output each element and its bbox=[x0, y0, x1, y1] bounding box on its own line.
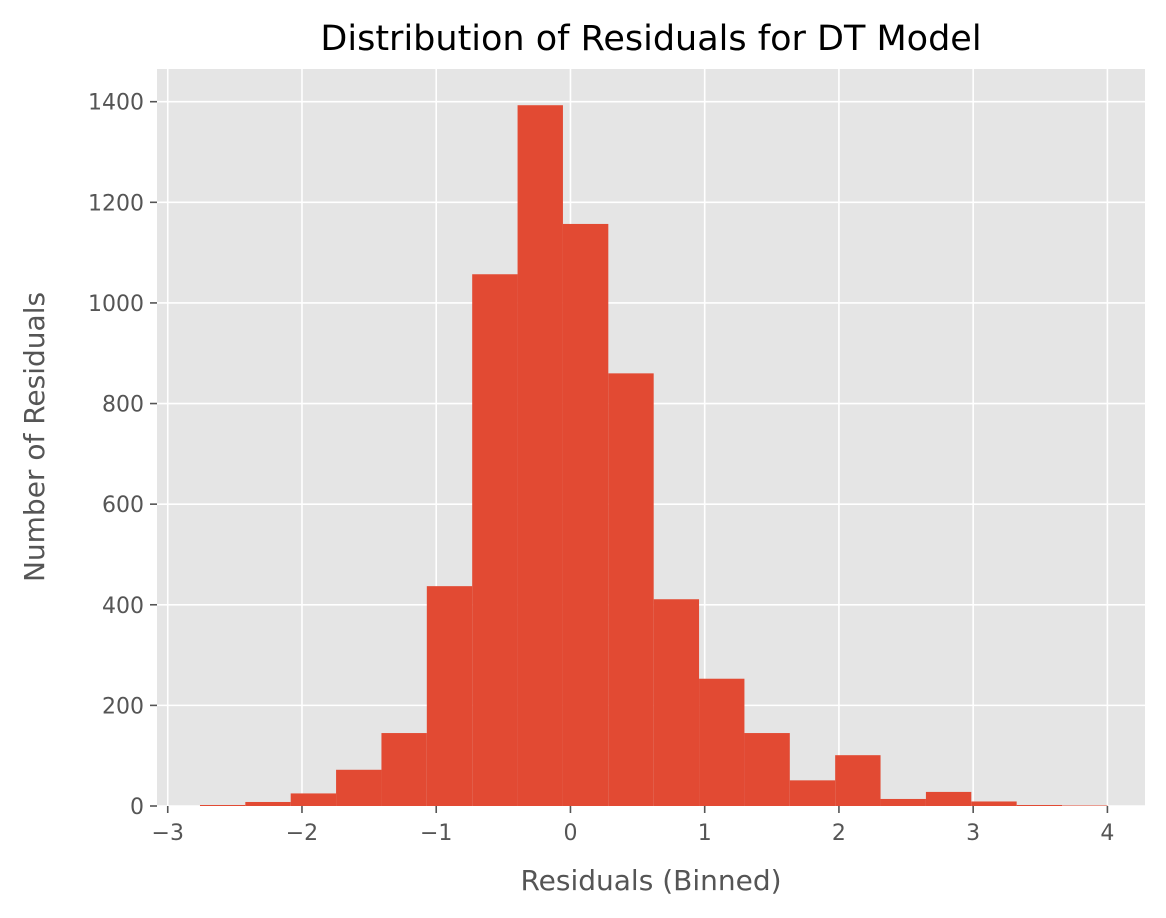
x-tick-label: 4 bbox=[1100, 821, 1114, 846]
y-tick-label: 600 bbox=[102, 493, 144, 518]
y-tick-label: 1400 bbox=[88, 91, 144, 116]
histogram-bars bbox=[199, 105, 1108, 807]
histogram-bar bbox=[517, 105, 563, 806]
histogram-bar bbox=[336, 769, 382, 806]
y-axis-ticks: 0 200 400 600 800 1000 1200 1400 bbox=[88, 91, 157, 820]
x-tick-label: 2 bbox=[832, 821, 846, 846]
y-tick-label: 800 bbox=[102, 393, 144, 418]
x-tick-label: −1 bbox=[420, 821, 452, 846]
histogram-bar bbox=[699, 678, 745, 806]
histogram-bar bbox=[426, 586, 473, 806]
x-tick-label: 1 bbox=[698, 821, 712, 846]
histogram-bar bbox=[653, 599, 700, 806]
histogram-bar bbox=[744, 733, 790, 806]
x-axis-label: Residuals (Binned) bbox=[520, 864, 781, 897]
histogram-bar bbox=[199, 804, 246, 806]
histogram-bar bbox=[245, 801, 291, 806]
x-tick-label: 0 bbox=[563, 821, 577, 846]
x-tick-label: −2 bbox=[286, 821, 318, 846]
histogram-bar bbox=[608, 373, 654, 806]
y-tick-label: 0 bbox=[130, 795, 144, 820]
y-tick-label: 200 bbox=[102, 694, 144, 719]
histogram-bar bbox=[381, 733, 427, 806]
histogram-bar bbox=[880, 798, 926, 806]
histogram-bar bbox=[925, 791, 972, 806]
x-tick-label: 3 bbox=[966, 821, 980, 846]
histogram-bar bbox=[789, 780, 836, 806]
histogram-bar bbox=[290, 793, 337, 806]
histogram-bar bbox=[562, 223, 609, 807]
x-tick-label: −3 bbox=[152, 821, 184, 846]
x-axis-ticks: −3 −2 −1 0 1 2 3 4 bbox=[152, 806, 1114, 846]
histogram-bar bbox=[835, 755, 881, 806]
y-axis-label: Number of Residuals bbox=[18, 292, 51, 582]
y-tick-label: 1000 bbox=[88, 292, 144, 317]
y-tick-label: 1200 bbox=[88, 191, 144, 216]
histogram-bar bbox=[1062, 805, 1108, 806]
histogram-bar bbox=[1016, 804, 1063, 806]
histogram-bar bbox=[971, 801, 1017, 806]
histogram-bar bbox=[472, 274, 518, 806]
y-tick-label: 400 bbox=[102, 594, 144, 619]
chart-title: Distribution of Residuals for DT Model bbox=[320, 19, 981, 59]
